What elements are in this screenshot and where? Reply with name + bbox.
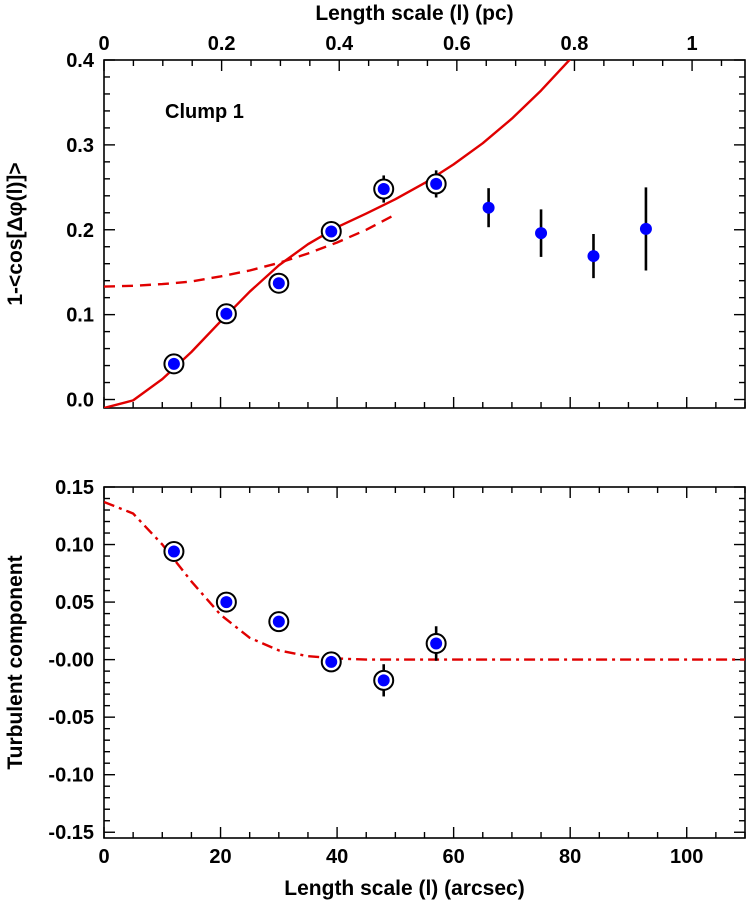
y-tick-label: 0.3	[66, 135, 94, 157]
y-axis-title: Turbulent component	[4, 555, 27, 769]
y-tick-label: 0.4	[66, 50, 95, 72]
panel-annotation: Clump 1	[165, 101, 244, 123]
x-tick-label: 20	[209, 846, 231, 868]
x-tick-label: 0	[98, 846, 109, 868]
data-point	[639, 222, 652, 235]
y-tick-label: 0.0	[66, 390, 94, 412]
x-tick-label: 100	[670, 846, 703, 868]
y-tick-label: 0.05	[55, 592, 94, 614]
data-point	[587, 250, 600, 263]
top-x-tick-label: 0.6	[443, 33, 471, 55]
data-point	[220, 596, 233, 609]
data-point	[535, 227, 548, 240]
data-point	[272, 615, 285, 628]
data-point	[430, 637, 443, 650]
y-tick-label: -0.15	[48, 822, 94, 844]
fit-curve-dashed	[104, 213, 396, 288]
top-x-tick-label: 1	[687, 33, 698, 55]
x-tick-label: 40	[326, 846, 348, 868]
top-x-tick-label: 0	[98, 33, 109, 55]
data-point	[167, 545, 180, 558]
top-x-axis-title: Length scale (l) (pc)	[315, 2, 513, 25]
y-tick-label: -0.00	[48, 650, 94, 672]
data-point	[377, 183, 390, 196]
y-axis-title: 1-<cos[Δφ(l)]>	[4, 162, 27, 305]
y-tick-label: 0.1	[66, 305, 94, 327]
top-x-tick-label: 0.4	[325, 33, 354, 55]
plot-frame-bottom	[103, 486, 746, 839]
data-point	[272, 277, 285, 290]
x-axis-title: Length scale (l) (arcsec)	[284, 877, 524, 900]
y-tick-label: -0.10	[48, 765, 94, 787]
top-x-tick-label: 0.8	[561, 33, 589, 55]
y-tick-label: 0.10	[55, 535, 94, 557]
data-point	[430, 177, 443, 190]
top-x-tick-label: 0.2	[208, 33, 236, 55]
data-point	[325, 225, 338, 238]
data-point	[482, 201, 495, 214]
data-point	[325, 655, 338, 668]
fit-curve-dashdot	[104, 500, 745, 661]
y-tick-label: -0.05	[48, 707, 94, 729]
data-point	[377, 674, 390, 687]
data-point	[167, 357, 180, 370]
x-tick-label: 60	[443, 846, 465, 868]
data-point	[220, 307, 233, 320]
x-tick-label: 80	[559, 846, 581, 868]
y-tick-label: 0.15	[55, 477, 94, 499]
y-tick-label: 0.2	[66, 220, 94, 242]
